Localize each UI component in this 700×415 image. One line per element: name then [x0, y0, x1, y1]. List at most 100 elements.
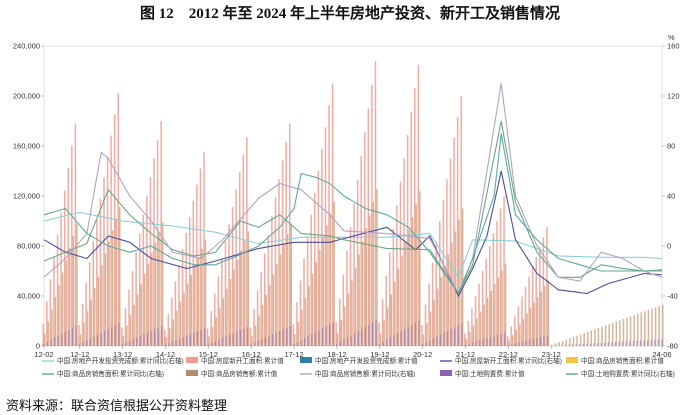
left-axis-tick-label: 240,000 [13, 42, 40, 51]
bar-sales-amount [290, 223, 292, 346]
bar-new-starts [396, 205, 398, 346]
bar-land-cost [429, 340, 431, 346]
bar-sales-amount [372, 202, 375, 346]
bar-new-starts [113, 114, 116, 347]
bar-land-cost [178, 338, 181, 346]
bar-new-starts [63, 190, 66, 346]
bar-sales-amount [140, 284, 142, 346]
bar-sales-amount [236, 259, 239, 346]
bar-land-cost [300, 340, 302, 346]
x-axis-tick-label: 14-12 [156, 350, 175, 359]
bar-land-cost [89, 338, 91, 346]
bar-sales-amount [165, 337, 167, 346]
bar-land-cost [111, 327, 113, 346]
bar-sales-amount [319, 249, 321, 346]
bar-land-cost [150, 330, 152, 346]
bar-sales-amount [354, 267, 357, 346]
bar-land-cost [53, 337, 56, 346]
bar-land-cost [582, 343, 584, 346]
bar-new-starts [406, 135, 409, 346]
bar-new-starts [203, 152, 205, 346]
bar-land-cost [346, 337, 349, 346]
bar-land-cost [243, 328, 245, 346]
bar-land-cost [607, 342, 609, 346]
legend-swatch [186, 357, 198, 363]
bar-new-starts [381, 299, 384, 346]
bar-sales-amount [397, 268, 400, 346]
bar-sales-amount [611, 322, 614, 346]
bar-new-starts [42, 323, 44, 346]
bar-sales-amount [308, 285, 310, 346]
bar-sales-amount [515, 329, 518, 346]
bar-sales-amount [158, 232, 160, 346]
bar-land-cost [618, 341, 620, 346]
bar-sales-amount [501, 270, 503, 346]
bar-new-starts [263, 253, 266, 346]
bar-new-starts [492, 233, 495, 346]
bar-land-cost [557, 345, 559, 346]
bar-sales-amount [136, 294, 139, 346]
bar-land-cost [96, 334, 99, 346]
bar-sales-amount [229, 279, 232, 346]
bar-new-starts [524, 286, 527, 346]
bar-sales-amount [436, 288, 439, 346]
bar-new-starts [99, 198, 102, 346]
bar-new-starts [328, 105, 330, 346]
bar-new-starts [485, 258, 487, 346]
bar-new-starts [138, 233, 141, 346]
bar-sales-amount [404, 242, 407, 346]
bar-land-cost [561, 345, 563, 346]
bar-land-cost [457, 325, 459, 346]
bar-land-cost [625, 341, 627, 346]
bar-new-starts [510, 326, 512, 346]
bar-sales-amount [258, 315, 260, 346]
bar-sales-amount [133, 304, 135, 346]
bar-sales-amount [108, 241, 110, 346]
bar-new-starts [228, 224, 230, 346]
x-axis-tick-label: 23-12 [542, 350, 561, 359]
left-axis-tick-label: 200,000 [13, 92, 40, 101]
bar-sales-amount [254, 325, 257, 346]
bar-sales-amount [583, 333, 585, 346]
bar-land-cost [361, 328, 363, 346]
bar-sales-amount [251, 335, 253, 346]
bar-land-cost [486, 338, 488, 346]
bar-land-cost [314, 332, 316, 346]
bar-sales-amount [651, 308, 653, 346]
bar-sales-amount [479, 311, 482, 346]
bar-sales-amount [554, 343, 557, 346]
bar-sales-amount [486, 297, 489, 346]
bar-sales-amount [394, 281, 396, 346]
bar-new-starts [174, 281, 177, 346]
bar-land-cost [46, 341, 49, 346]
bar-land-cost [325, 326, 327, 346]
bar-sales-amount [54, 297, 57, 346]
bar-land-cost [182, 337, 184, 346]
bar-new-starts [213, 293, 216, 346]
bar-land-cost [78, 344, 81, 346]
bar-land-cost [446, 331, 449, 346]
bar-new-starts [192, 200, 195, 346]
bar-new-starts [224, 241, 227, 346]
bar-new-starts [342, 274, 345, 346]
bar-land-cost [57, 335, 59, 346]
bar-new-starts [185, 232, 187, 346]
bar-new-starts [210, 311, 212, 346]
bar-sales-amount [104, 253, 107, 346]
bar-land-cost [454, 327, 456, 346]
bar-sales-amount [347, 293, 350, 346]
bar-land-cost [575, 344, 577, 346]
source-note: 资料来源：联合资信根据公开资料整理 [6, 398, 228, 413]
bar-land-cost [136, 337, 138, 346]
bar-new-starts [481, 271, 484, 346]
bar-sales-amount [522, 318, 525, 346]
bar-new-starts [392, 228, 395, 346]
bar-land-cost [161, 325, 163, 346]
bar-new-starts [85, 282, 87, 346]
bar-sales-amount [615, 321, 618, 346]
bar-sales-amount [658, 306, 660, 346]
bar-new-starts [206, 328, 209, 346]
bar-sales-amount [194, 266, 196, 346]
bar-land-cost [329, 324, 331, 346]
right-axis-tick-label: 80 [667, 142, 675, 151]
